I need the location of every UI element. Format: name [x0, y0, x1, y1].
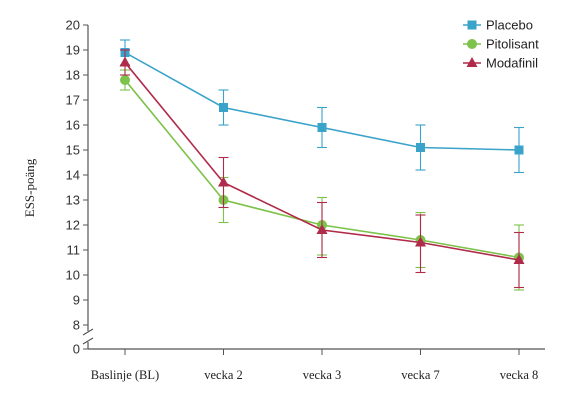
y-axis-label: ESS-poäng [22, 158, 37, 217]
x-tick-label: vecka 2 [204, 368, 243, 382]
y-tick-label: 12 [66, 218, 80, 233]
x-tick-label: Baslinje (BL) [91, 368, 159, 382]
legend-marker [467, 20, 477, 30]
y-tick-label: 19 [66, 43, 80, 58]
y-ticks: 0 8 9 10 11 12 13 14 15 16 17 18 19 20 [66, 18, 88, 357]
data-point-modafinil [513, 254, 525, 264]
x-tick-label: vecka 3 [303, 368, 342, 382]
legend-item-modafinil: Modafinil [463, 56, 538, 71]
y-tick-label: 13 [66, 193, 80, 208]
data-point-placebo [317, 123, 327, 132]
data-point-modafinil [316, 224, 328, 234]
series-group [119, 39, 525, 291]
axis-break-mark [82, 337, 94, 345]
legend: Placebo Pitolisant Modafinil [463, 18, 539, 71]
y-tick-label: 0 [73, 342, 80, 357]
y-tick-label: 11 [67, 243, 81, 258]
data-point-placebo [416, 143, 425, 152]
y-tick-label: 20 [66, 18, 80, 33]
legend-item-pitolisant: Pitolisant [463, 37, 539, 52]
data-point-placebo [514, 145, 524, 155]
legend-item-placebo: Placebo [463, 18, 533, 33]
data-point-modafinil [218, 176, 229, 187]
legend-label: Pitolisant [486, 37, 539, 52]
series-placebo [120, 39, 524, 174]
y-tick-label: 15 [66, 143, 80, 158]
y-tick-label: 18 [66, 68, 80, 83]
y-tick-label: 16 [66, 118, 80, 133]
series-modafinil [119, 49, 525, 289]
x-tick-label: vecka 8 [500, 368, 539, 382]
data-point-placebo [219, 103, 228, 112]
y-tick-label: 8 [73, 318, 80, 333]
y-tick-label: 9 [73, 293, 80, 308]
y-tick-label: 10 [66, 268, 80, 283]
data-point-modafinil [415, 236, 426, 247]
legend-label: Modafinil [486, 56, 538, 71]
data-point-modafinil [119, 56, 131, 67]
y-tick-label: 17 [66, 93, 80, 108]
legend-marker [466, 57, 478, 67]
legend-label: Placebo [486, 18, 533, 33]
x-ticks: Baslinje (BL) vecka 2 vecka 3 vecka 7 vecka … [91, 349, 538, 382]
legend-marker [467, 39, 477, 49]
data-point-pitolisant [120, 75, 130, 85]
axes [82, 25, 545, 350]
axis-break-mark [82, 328, 94, 336]
x-tick-label: vecka 7 [401, 368, 440, 382]
y-tick-label: 14 [66, 168, 80, 183]
